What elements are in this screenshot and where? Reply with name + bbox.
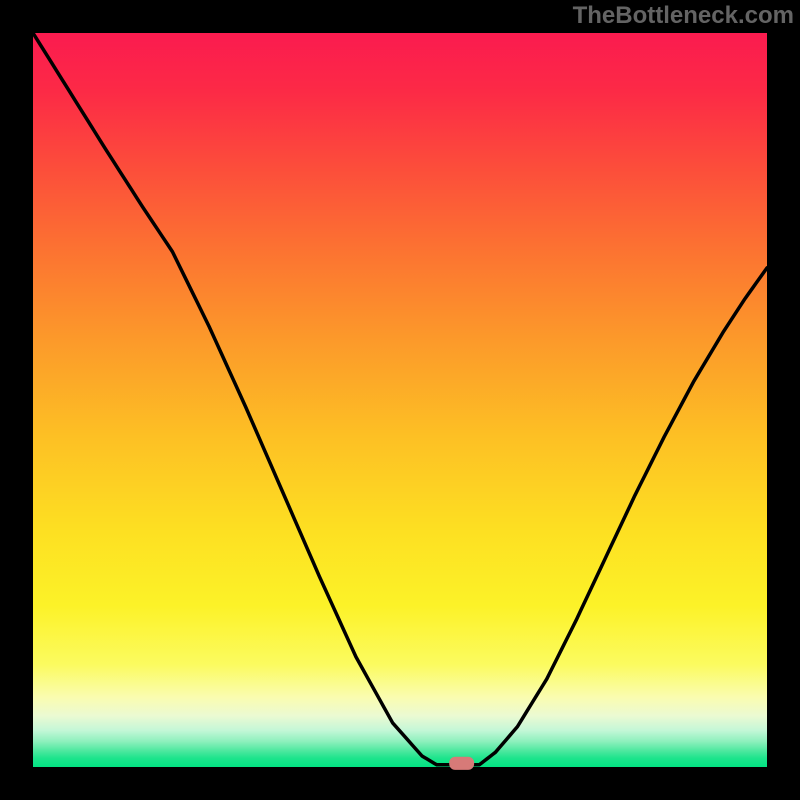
optimum-marker: [449, 757, 474, 770]
plot-background: [33, 33, 767, 767]
chart-svg: [0, 0, 800, 800]
chart-stage: TheBottleneck.com: [0, 0, 800, 800]
watermark-text: TheBottleneck.com: [573, 2, 794, 30]
